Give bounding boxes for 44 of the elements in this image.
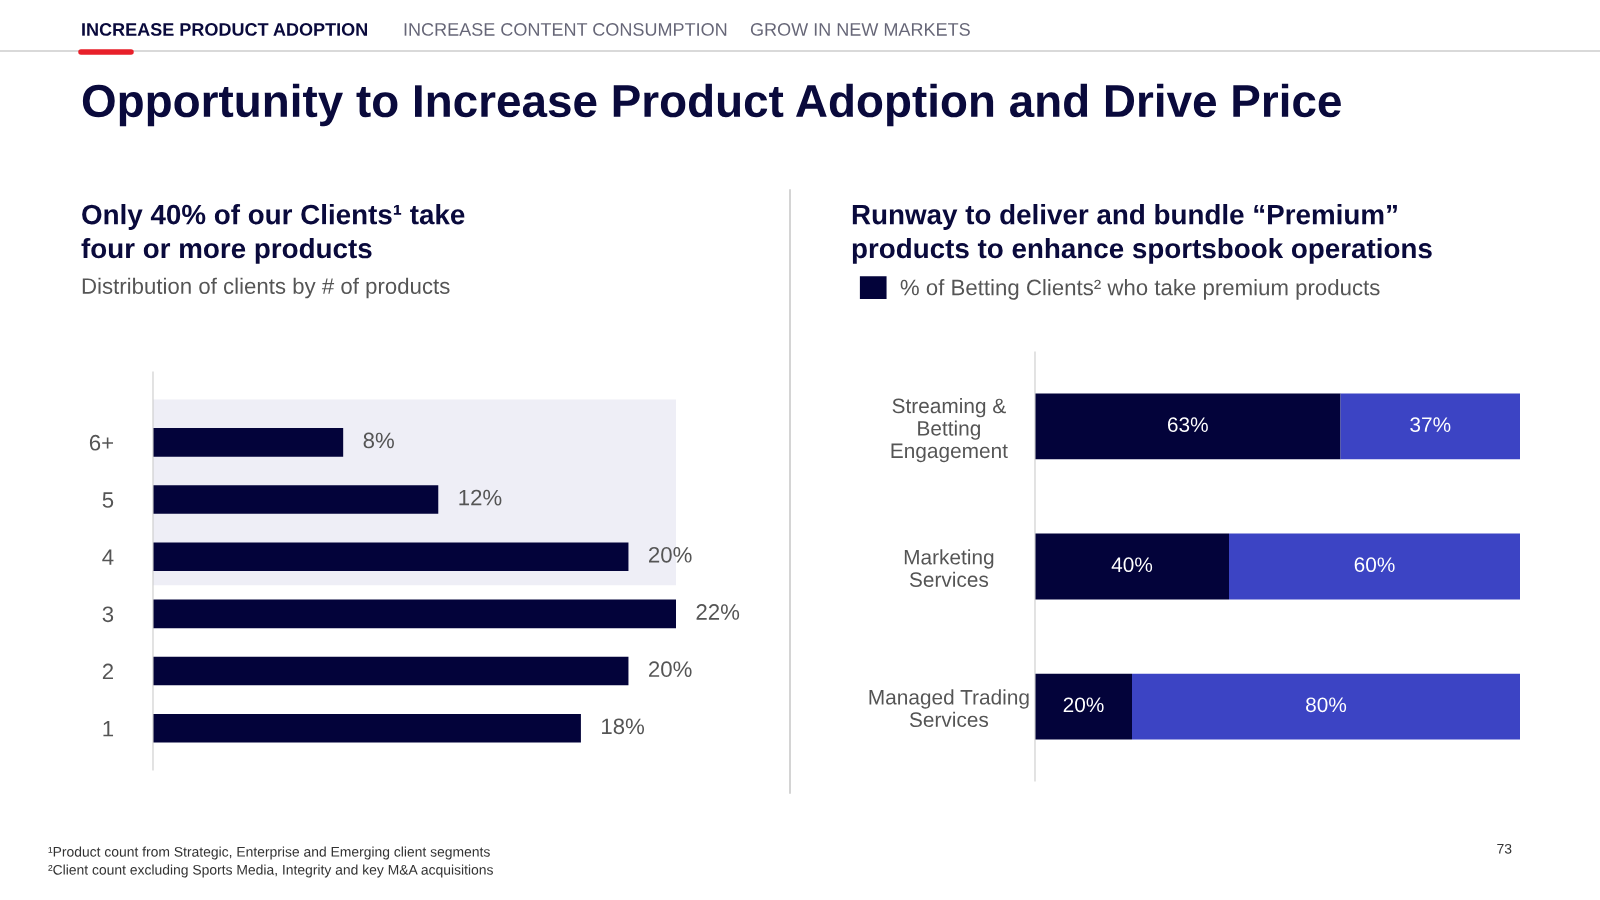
data-label: 22%	[696, 604, 740, 620]
bar	[153, 485, 439, 514]
bar	[1340, 393, 1520, 460]
y-tick-label: Managed Trading Services	[869, 689, 1029, 728]
chart-title: Runway to deliver and bundle “Premium” products to enhance sportsbook operations	[852, 204, 1432, 264]
text: INCREASE PRODUCT ADOPTION	[82, 23, 368, 36]
data-label: 60%	[1354, 557, 1395, 573]
bar	[153, 656, 629, 686]
y-tick-label: Marketing Services	[904, 549, 994, 587]
bar	[1229, 533, 1520, 600]
y-tick-label: 5	[102, 492, 114, 508]
text: Opportunity to Increase Product Adoption and Drive Price	[82, 83, 1341, 127]
data-label: 20%	[649, 546, 692, 563]
bar	[153, 428, 344, 457]
text: ¹Product count from Strategic, Enterprise and Emerging client segments	[48, 846, 490, 860]
data-label: 37%	[1410, 417, 1451, 433]
data-label: 12%	[459, 489, 502, 506]
bar	[153, 599, 676, 629]
text: GROW IN NEW MARKETS	[750, 23, 970, 36]
y-tick-label: Streaming & Betting Engagement	[891, 397, 1008, 463]
bar	[1132, 673, 1520, 740]
text: 73	[1497, 843, 1512, 854]
data-label: 20%	[1063, 697, 1104, 713]
y-tick-label: 2	[102, 663, 113, 680]
chart-title: Only 40% of our Clients¹ take four or more products	[81, 204, 465, 264]
bar	[153, 713, 581, 743]
text: INCREASE CONTENT CONSUMPTION	[404, 23, 727, 36]
bar	[153, 542, 629, 571]
bar	[1035, 533, 1229, 600]
chart-subtitle: Distribution of clients by # of products	[82, 277, 450, 299]
y-tick-label: 6+	[89, 434, 114, 451]
data-label: 20%	[649, 661, 692, 678]
data-label: 40%	[1111, 557, 1153, 573]
y-tick-label: 4	[102, 549, 114, 565]
y-tick-label: 3	[102, 606, 114, 623]
data-label: 63%	[1167, 417, 1208, 433]
data-label: 80%	[1306, 697, 1347, 713]
data-label: 18%	[602, 718, 645, 735]
bar	[1035, 393, 1341, 460]
bar	[1035, 673, 1132, 740]
y-tick-label: 1	[103, 721, 114, 737]
text: ²Client count excluding Sports Media, Integrity and key M&A acquisitions	[48, 864, 493, 878]
data-label: 8%	[363, 432, 394, 449]
legend-label: % of Betting Clients² who take premium products	[900, 279, 1380, 300]
